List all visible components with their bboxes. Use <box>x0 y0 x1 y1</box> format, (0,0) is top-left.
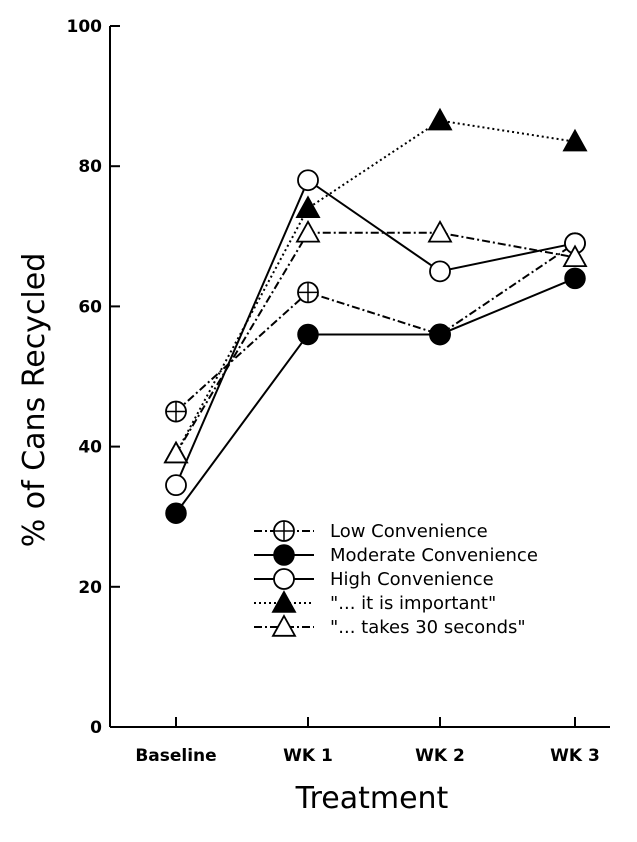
series-5 <box>163 219 588 464</box>
series-line <box>175 178 576 486</box>
data-point <box>564 267 586 290</box>
y-tick-label: 100 <box>67 17 103 37</box>
y-tick-label: 0 <box>90 718 102 738</box>
y-axis-title: % of Cans Recycled <box>17 253 52 548</box>
data-point <box>165 502 187 524</box>
data-point <box>427 107 453 131</box>
legend-label: Moderate Convenience <box>330 545 538 566</box>
data-point <box>295 219 321 243</box>
x-tick-label: WK 3 <box>550 746 600 766</box>
data-point <box>297 169 319 192</box>
data-point <box>165 400 187 423</box>
data-point <box>165 474 187 497</box>
data-point <box>271 590 297 613</box>
series-3 <box>165 169 586 497</box>
series-line <box>175 277 576 514</box>
legend-label: "... it is important" <box>330 593 496 614</box>
legend-label: Low Convenience <box>330 521 488 542</box>
data-point <box>429 323 451 346</box>
legend-label: "... takes 30 seconds" <box>330 617 526 638</box>
legend-item: High Convenience <box>254 568 494 590</box>
data-point <box>163 440 189 464</box>
axes: 0 20 40 60 80 100 Baseline WK 1 WK 2 WK 3 <box>67 17 610 766</box>
data-point <box>273 544 295 566</box>
data-point <box>273 520 295 542</box>
data-point <box>273 568 295 590</box>
series-line <box>175 231 576 455</box>
x-axis-title: Treatment <box>295 781 449 816</box>
y-tick-label: 60 <box>78 297 102 317</box>
data-point <box>297 323 319 346</box>
legend-label: High Convenience <box>330 569 494 590</box>
y-tick-label: 80 <box>78 157 102 177</box>
data-point <box>562 128 588 152</box>
legend-item: Low Convenience <box>254 520 488 542</box>
legend: Low Convenience Moderate Convenience High … <box>254 520 538 638</box>
legend-item: "... it is important" <box>254 590 496 614</box>
y-tick-label: 40 <box>78 438 102 458</box>
y-tick-label: 20 <box>78 578 102 598</box>
legend-item: Moderate Convenience <box>254 544 538 566</box>
series-line <box>175 119 576 455</box>
data-point <box>297 281 319 304</box>
legend-item: "... takes 30 seconds" <box>254 614 526 638</box>
data-point <box>562 244 588 268</box>
data-point <box>429 260 451 283</box>
data-point <box>271 614 297 637</box>
x-tick-label: WK 1 <box>283 746 333 766</box>
series-line <box>175 242 576 413</box>
series-2 <box>165 267 586 524</box>
x-tick-label: Baseline <box>135 746 216 766</box>
x-tick-label: WK 2 <box>415 746 465 766</box>
data-point <box>427 219 453 243</box>
series-4 <box>163 107 588 464</box>
series-group <box>163 107 588 524</box>
series-1 <box>165 232 586 423</box>
data-point <box>295 195 321 218</box>
